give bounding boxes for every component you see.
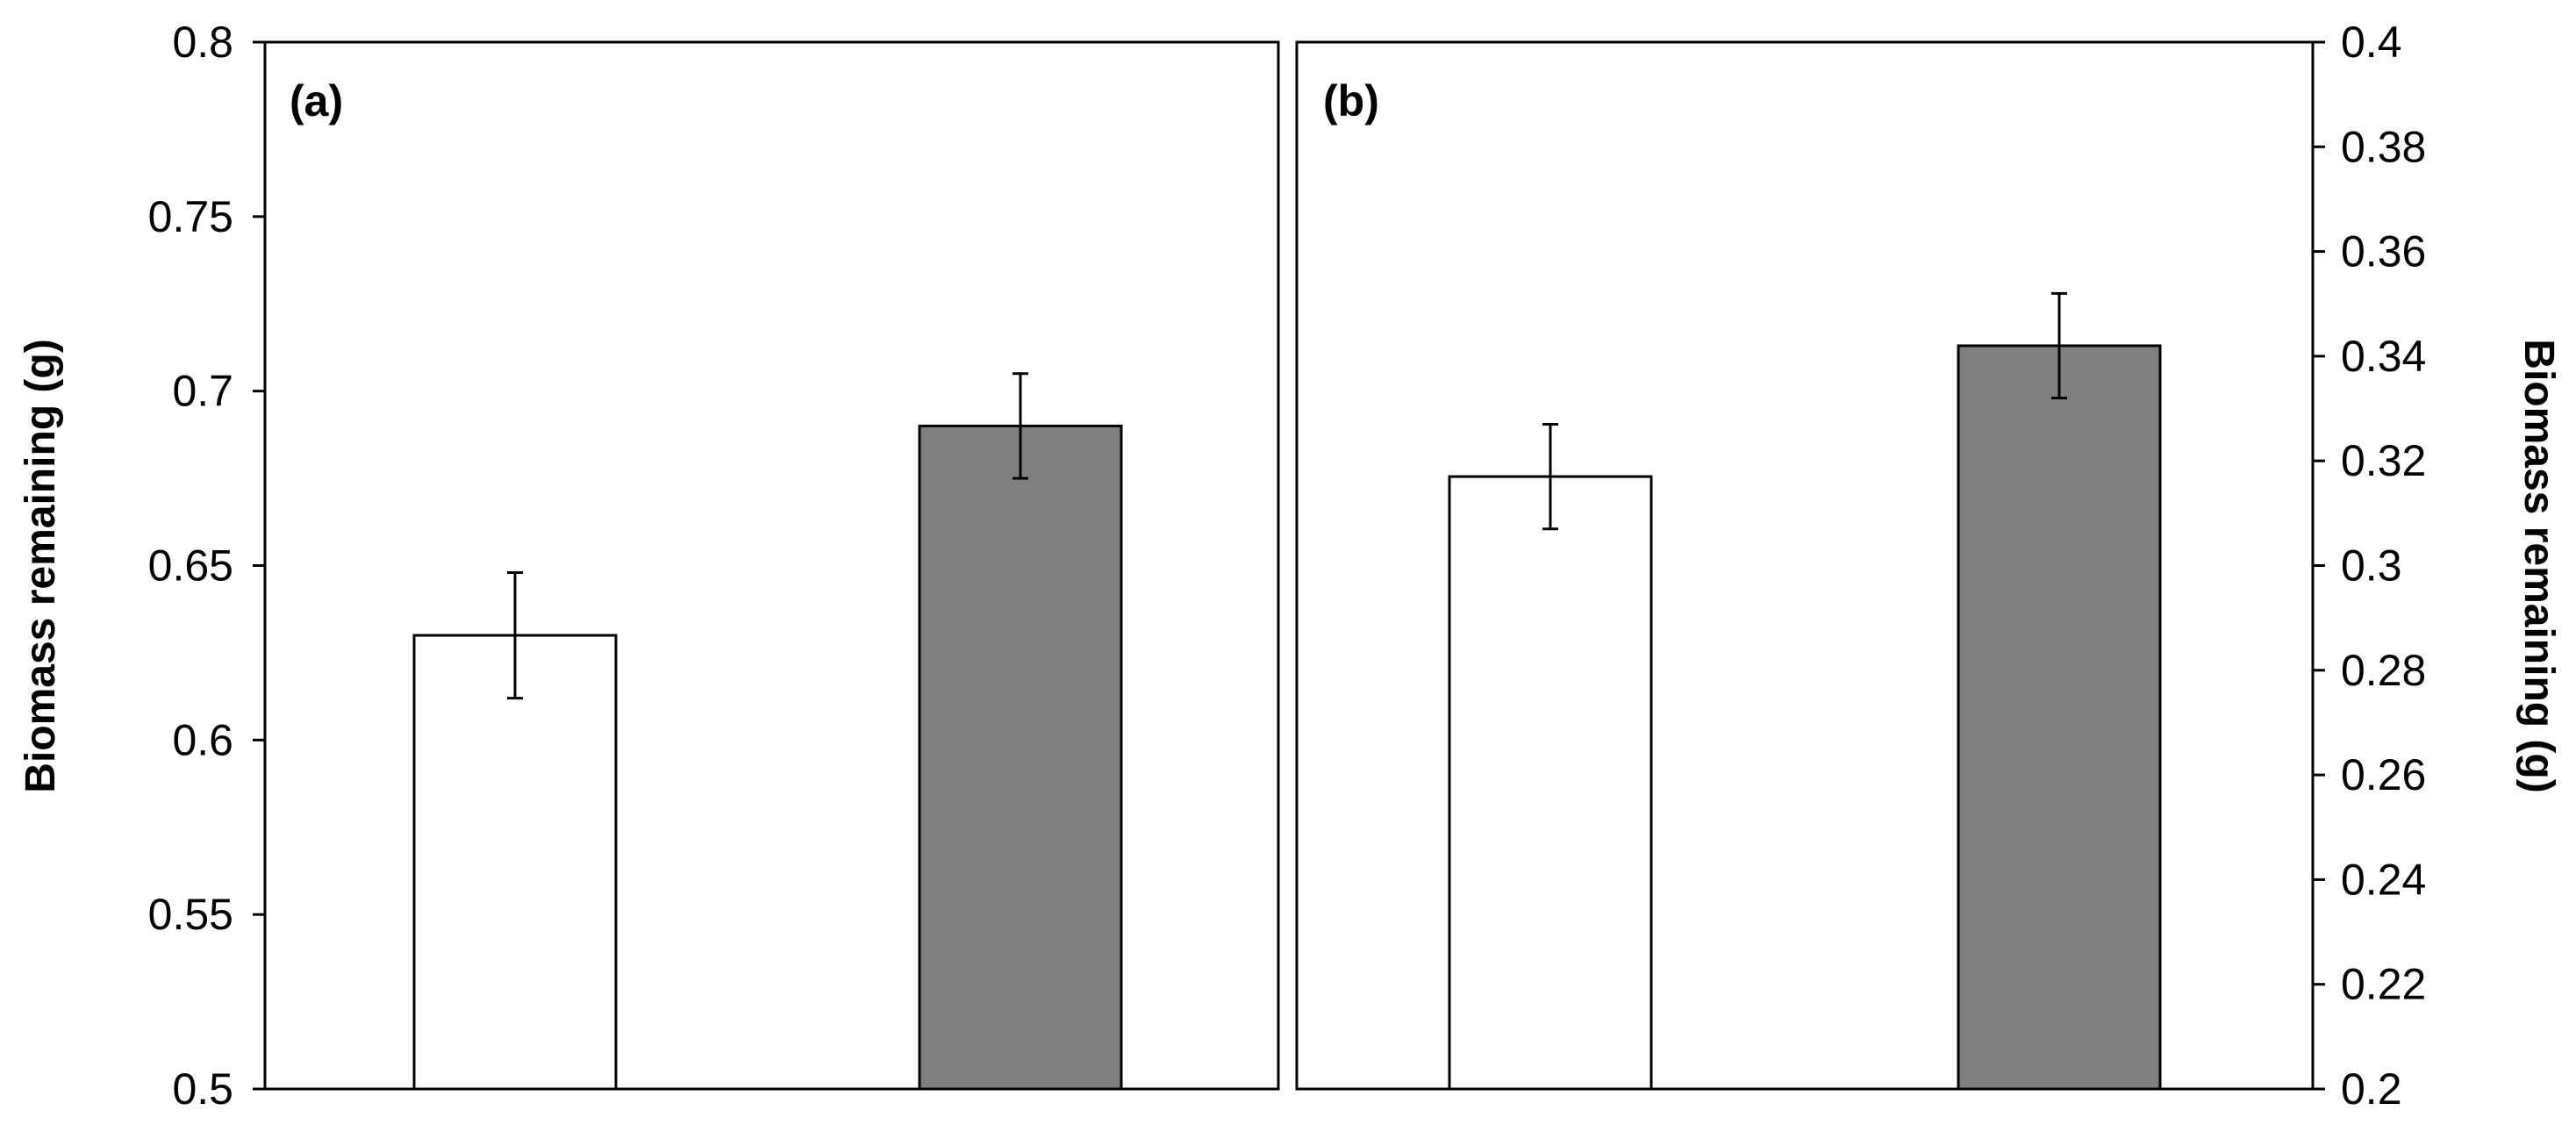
panel-a-y-tick-label: 0.55 (148, 890, 233, 939)
panel-a-label: (a) (290, 76, 343, 125)
panel-a-y-tick-label: 0.65 (148, 541, 233, 591)
panel-a-error-bar-2 (1013, 372, 1028, 480)
panel-a: (a) 0.5 0.55 0.6 0.65 0.7 0.75 0.8 Biomass rem… (18, 18, 1280, 1114)
panel-a-y-tick-label: 0.8 (172, 18, 233, 67)
panel-a-y-tick-label: 0.6 (172, 715, 233, 764)
panel-b-y-tick-label: 0.24 (2341, 855, 2426, 904)
panel-a-y-tick-label: 0.5 (172, 1064, 233, 1114)
panel-b: (b) 0.20.220.240.260.280.30.320.340.360.… (1295, 18, 2562, 1114)
panel-b-y-axis-title: Biomass remaining (g) (2515, 339, 2562, 792)
panel-b-y-tick-label: 0.26 (2341, 750, 2426, 799)
panel-a-error-bar-1 (507, 570, 523, 700)
panel-b-y-tick-label: 0.3 (2341, 541, 2402, 591)
panel-b-error-bar-1 (1542, 422, 1558, 531)
panel-b-bar-1 (1448, 475, 1653, 1091)
panel-a-y-tick-label: 0.7 (172, 367, 233, 416)
panel-b-y-tick-label: 0.28 (2341, 646, 2426, 695)
panel-b-y-tick-label: 0.4 (2341, 18, 2402, 67)
panel-a-y-tick-label: 0.75 (148, 192, 233, 241)
panel-b-bars (1448, 291, 2162, 1091)
panel-b-y-tick-label: 0.32 (2341, 436, 2426, 485)
panel-b-y-ticks: 0.2 0.22 0.24 0.26 0.28 0.3 0.32 0.34 0.36 0.38 0.… (2313, 18, 2426, 1114)
panel-a-y-axis-title: Biomass remaining (g) (18, 339, 64, 792)
panel-b-y-tick-label: 0.22 (2341, 960, 2426, 1009)
panel-a-bar-2 (918, 424, 1123, 1091)
panel-a-bar-1 (412, 634, 618, 1091)
panel-b-y-tick-label: 0.34 (2341, 332, 2426, 381)
panel-b-y-tick-label: 0.2 (2341, 1064, 2402, 1114)
panel-a-y-ticks: 0.5 0.55 0.6 0.65 0.7 0.75 0.8 (148, 18, 265, 1114)
panel-b-y-tick-label: 0.38 (2341, 122, 2426, 171)
panel-a-bars (412, 372, 1123, 1091)
panel-b-label: (b) (1323, 76, 1379, 125)
panel-b-y-tick-label: 0.36 (2341, 227, 2426, 276)
panel-b-bar-2 (1957, 344, 2162, 1091)
panel-b-error-bar-2 (2051, 291, 2067, 400)
